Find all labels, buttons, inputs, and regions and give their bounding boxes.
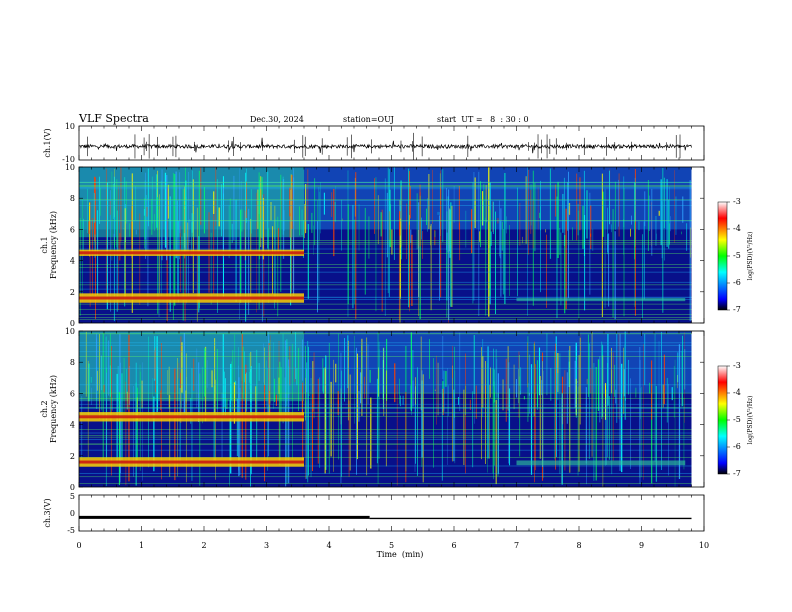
spec-emission-core	[79, 415, 304, 419]
ch1-spectrogram-panel: 0 2 4 6 8 10 ch.1 Frequency (kHz)	[40, 163, 705, 328]
date-label: Dec.30, 2024	[250, 115, 304, 124]
y-tick-label: 6	[70, 225, 75, 234]
ch1-ytick-top: 10	[65, 122, 75, 131]
colorbar-tick-label: -6	[733, 442, 741, 451]
ch1-colorbar-gradient	[717, 201, 728, 311]
ch3-frame	[78, 494, 705, 532]
ch2-channel-label: ch.2	[40, 400, 49, 417]
ch3-ylabel: ch.3(V)	[43, 498, 52, 527]
x-tick-label: 9	[639, 541, 644, 550]
ch2-spectrogram-image	[79, 331, 704, 487]
colorbar-tick-label: -3	[733, 361, 741, 370]
y-tick-label: 4	[70, 257, 75, 266]
colorbar-tick-label: -7	[733, 469, 741, 478]
spec-empty-tail	[691, 331, 704, 487]
y-tick-label: 0	[70, 483, 75, 492]
colorbar-tick-label: -3	[733, 197, 741, 206]
ch1-waveform-line	[79, 137, 692, 154]
spec-empty-tail	[691, 167, 704, 323]
ch3-trace	[79, 515, 692, 520]
spec-emission-core	[79, 296, 304, 300]
x-tick-label: 1	[139, 541, 144, 550]
ch3-ytick-top: 5	[70, 492, 75, 501]
x-tick-label: 4	[326, 541, 331, 550]
start-ut-label: start UT = 8 : 30 : 0	[437, 115, 529, 124]
y-tick-label: 8	[70, 194, 75, 203]
station-label: station=OUJ	[343, 115, 394, 124]
ch2-colorbar-gradient	[717, 365, 728, 475]
colorbar-tick-label: -5	[733, 415, 741, 424]
ch1-spectrogram-image	[79, 167, 704, 323]
x-tick-label: 5	[389, 541, 394, 550]
ch1-freq-ylabel: Frequency (kHz)	[49, 211, 58, 279]
ch1-yticks: 0 2 4 6 8 10	[65, 163, 704, 328]
x-tick-label: 6	[451, 541, 456, 550]
colorbar-tick-label: -4	[733, 388, 741, 397]
x-tick-label: 3	[264, 541, 269, 550]
spec-emission-band	[516, 298, 686, 302]
colorbar-tick-label: -7	[733, 305, 741, 314]
ch2-freq-ylabel: Frequency (kHz)	[49, 375, 58, 443]
y-tick-label: 10	[65, 327, 75, 336]
colorbar-tick-label: -6	[733, 278, 741, 287]
x-axis-label: Time (min)	[377, 550, 424, 559]
ch1-waveform-ylabel: ch.1(V)	[43, 128, 52, 157]
ch2-spectrogram-panel: 0 2 4 6 8 10 ch.2 Frequency (kHz)	[40, 327, 705, 492]
y-tick-label: 4	[70, 421, 75, 430]
colorbar-tick-label: -5	[733, 251, 741, 260]
y-tick-label: 6	[70, 389, 75, 398]
ch1-colorbar-label: log(PSD)(V²/Hz)	[747, 232, 754, 281]
ch3-ytick-mid: 0	[70, 509, 75, 518]
spec-emission-band	[516, 460, 686, 466]
x-tick-label: 8	[576, 541, 581, 550]
y-tick-label: 8	[70, 358, 75, 367]
x-tick-label: 7	[514, 541, 519, 550]
ch1-channel-label: ch.1	[40, 236, 49, 253]
spec-emission-core	[79, 460, 304, 464]
x-tick-label: 0	[76, 541, 81, 550]
x-tick-label: 2	[201, 541, 206, 550]
ch3-panel: 5 0 -5 ch.3(V)	[43, 492, 705, 535]
ch2-yticks: 0 2 4 6 8 10	[65, 327, 704, 492]
ch2-colorbar-ticks: -3 -4 -5 -6 -7	[727, 361, 741, 478]
y-tick-label: 0	[70, 319, 75, 328]
colorbar-tick-label: -4	[733, 224, 741, 233]
ch1-waveform-panel: 10 -10 ch.1(V)	[43, 122, 705, 164]
ch2-colorbar-label: log(PSD)(V²/Hz)	[747, 396, 754, 445]
ch1-waveform-trace	[79, 132, 692, 160]
ch1-colorbar-ticks: -3 -4 -5 -6 -7	[727, 197, 741, 314]
figure-title: VLF Spectra	[78, 112, 149, 125]
ch2-colorbar: -3 -4 -5 -6 -7 log(PSD)(V²/Hz)	[717, 361, 754, 478]
y-tick-label: 2	[70, 452, 75, 461]
ch3-ytick-bottom: -5	[67, 526, 75, 535]
ch1-colorbar: -3 -4 -5 -6 -7 log(PSD)(V²/Hz)	[717, 197, 754, 314]
ch1-ytick-bottom: -10	[62, 155, 75, 164]
spec-emission-core	[79, 251, 304, 255]
y-tick-label: 2	[70, 288, 75, 297]
x-tick-label: 10	[699, 541, 709, 550]
x-axis: 0 1 2 3 4 5 6 7 8 9 10	[76, 126, 709, 550]
y-tick-label: 10	[65, 163, 75, 172]
